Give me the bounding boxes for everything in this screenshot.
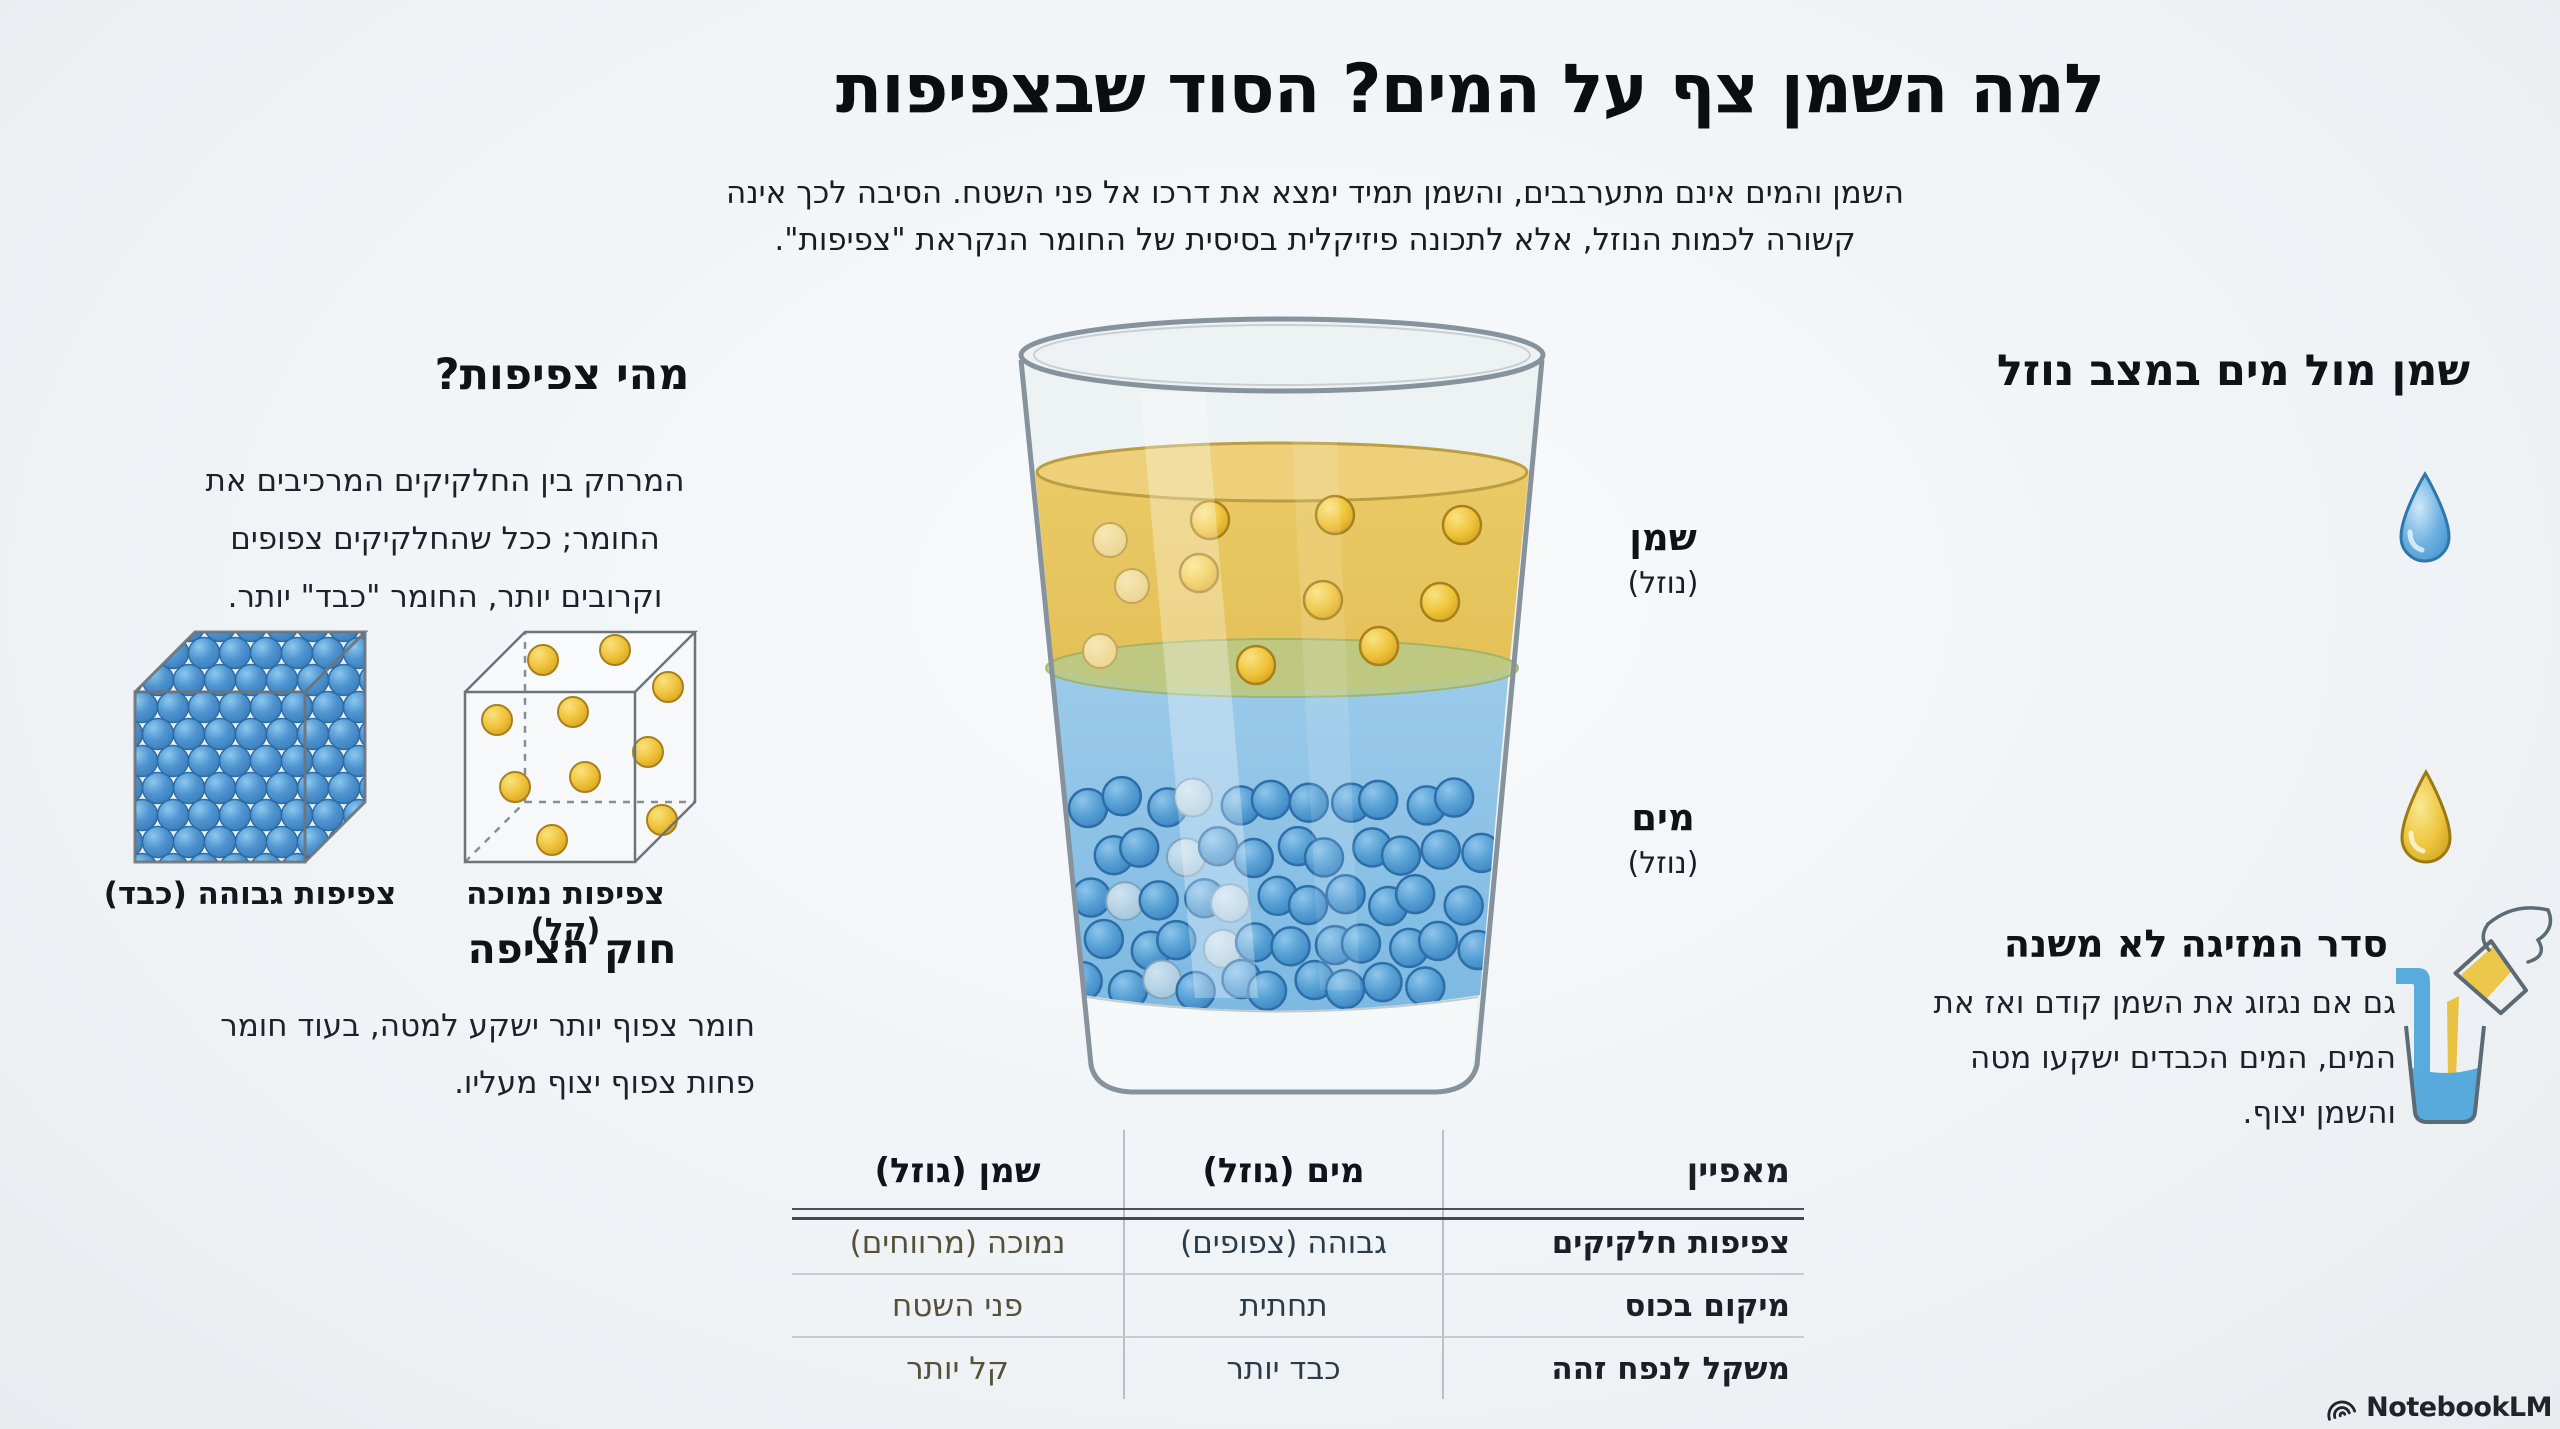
- water-molecules: [1062, 775, 1502, 1011]
- table-cell: נמוכה (מרווחים): [792, 1212, 1125, 1273]
- water-layer-sublabel: (נוזל): [1627, 846, 1699, 881]
- low-density-caption: צפיפות נמוכה (קל): [466, 876, 665, 948]
- water-drop-icon: [2399, 471, 2451, 563]
- density-section-body: המרחק בין החלקיקים המרכיבים את החומר; ככ…: [205, 463, 685, 615]
- water-stream: [2396, 968, 2430, 1086]
- table-header-rule: [792, 1208, 1804, 1220]
- liquid-state-heading: שמן מול מים במצב נוזל: [1996, 346, 2470, 396]
- oil-stream: [2447, 996, 2459, 1080]
- table-header-oil: שמן (גוזל): [792, 1130, 1125, 1212]
- table-cell: צפיפות חלקיקים: [1551, 1224, 1790, 1261]
- brand-footer: NotebookLM: [2280, 1386, 2552, 1428]
- subtitle-line: השמן והמים אינם מתערבבים, והשמן תמיד ימצ…: [726, 175, 1904, 211]
- small-glass: [2404, 1025, 2486, 1124]
- density-cubes-illustration: [133, 630, 699, 864]
- glass-water-fill: [2412, 1068, 2478, 1120]
- oil-molecules: [1082, 494, 1483, 686]
- table-header-water: מים (גוזל): [1125, 1130, 1444, 1212]
- oil-water-glass-illustration: [1018, 316, 1546, 1095]
- page-subtitle: השמן והמים אינם מתערבבים, והשמן תמיד ימצ…: [470, 170, 2160, 264]
- pouring-section-heading: סדר המזיגה לא משנה: [2003, 922, 2388, 966]
- high-density-caption: צפיפות גבוהה (כבד): [103, 876, 397, 912]
- subtitle-line: קשורה לכמות הנוזל, אלא לתכונה פיזיקלית ב…: [774, 222, 1856, 258]
- oil-layer: [1035, 472, 1529, 690]
- pouring-illustration: [2396, 906, 2553, 1124]
- hand-icon: [2481, 906, 2553, 964]
- notebooklm-logo-icon: [2327, 1400, 2357, 1421]
- page-title: למה השמן צף על המים? הסוד שבצפיפות: [835, 50, 2105, 129]
- oil-drop-icon: [2400, 768, 2452, 864]
- low-density-cube: [463, 630, 699, 864]
- pouring-section-body: גם אם נגזוג את השמן קודם ואז את המים, המ…: [1933, 985, 2396, 1131]
- oil-layer-label: שמן: [1629, 516, 1697, 559]
- flotation-section-body: חומר צפוף יותר ישקע למטה, בעוד חומר פחות…: [220, 1008, 755, 1101]
- table-cell: פני השטח: [792, 1273, 1125, 1336]
- high-density-cube: [133, 630, 369, 864]
- flotation-section-heading: חוק הציפה: [467, 925, 677, 973]
- comparison-table: שמן (גוזל) מים (גוזל) מאפיין נמוכה (מרוו…: [792, 1130, 1804, 1399]
- table-cell: משקל לנפח זהה: [1444, 1336, 1804, 1399]
- table-cell: מיקום בכוס: [1444, 1273, 1804, 1336]
- table-cell: תחתית: [1125, 1273, 1444, 1336]
- density-section-heading: מהי צפיפות?: [434, 350, 690, 400]
- brand-name: NotebookLM: [2366, 1391, 2552, 1423]
- pouring-cup: [2453, 939, 2529, 1016]
- table-cell: כבד יותר: [1125, 1336, 1444, 1399]
- table-cell: גבוהה (צפופים): [1125, 1212, 1444, 1273]
- table-cell: קל יותר: [792, 1336, 1125, 1399]
- table-header-feature: מאפיין: [1686, 1151, 1790, 1191]
- oil-layer-sublabel: (נוזל): [1627, 566, 1699, 601]
- water-layer-label: מים: [1631, 796, 1695, 839]
- glass-base: [1086, 997, 1478, 1091]
